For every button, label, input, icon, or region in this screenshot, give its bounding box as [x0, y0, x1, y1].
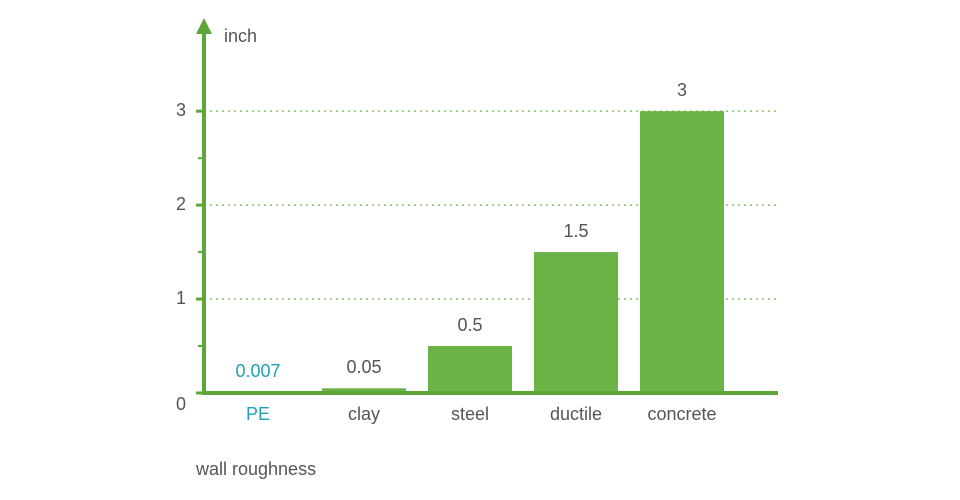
y-tick-label: 1: [176, 288, 186, 308]
value-label: 0.5: [457, 315, 482, 335]
bar: [534, 252, 618, 393]
value-label: 0.007: [235, 361, 280, 381]
bar: [640, 111, 724, 393]
x-tick-label: ductile: [550, 404, 602, 424]
y-tick-label: 0: [176, 394, 186, 414]
value-label: 3: [677, 80, 687, 100]
bar: [322, 388, 406, 393]
x-axis-label: wall roughness: [195, 459, 316, 479]
y-tick-label: 3: [176, 100, 186, 120]
x-tick-label: clay: [348, 404, 380, 424]
y-axis-arrow: [196, 18, 212, 34]
x-tick-label: steel: [451, 404, 489, 424]
x-tick-label: concrete: [647, 404, 716, 424]
value-label: 1.5: [563, 221, 588, 241]
x-tick-label: PE: [246, 404, 270, 424]
value-label: 0.05: [346, 357, 381, 377]
bar: [428, 346, 512, 393]
y-tick-label: 2: [176, 194, 186, 214]
y-axis-label: inch: [224, 26, 257, 46]
